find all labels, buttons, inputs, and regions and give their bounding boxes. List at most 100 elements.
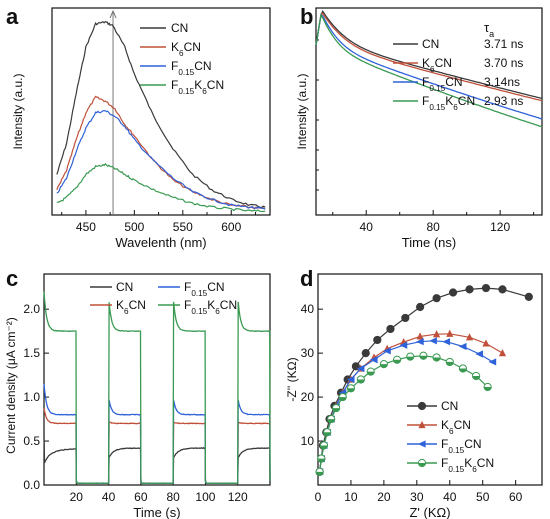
legend-text: K [194, 78, 202, 92]
legend-subscript: 0.15 [178, 87, 194, 96]
data-point-F015K6CN [392, 355, 402, 364]
y-tick-label: 10 [301, 434, 315, 448]
series-line-CN [43, 434, 271, 485]
series-line-F015K6CN [56, 162, 266, 213]
x-axis-label: Time (s) [133, 505, 180, 519]
legend-label: CN [171, 21, 188, 35]
tau-value: 3.70 ns [484, 56, 523, 70]
x-tick-label: 20 [377, 490, 391, 504]
y-tick-label: 1.5 [23, 346, 40, 360]
panel-label-d: d [300, 266, 313, 291]
legend-text: CN [207, 78, 224, 92]
plot-frame [317, 273, 543, 486]
x-tick-label: 80 [166, 490, 180, 504]
data-point-CN [361, 349, 370, 358]
legend-text: K [441, 418, 449, 432]
data-point-F015CN [346, 375, 355, 384]
marker-fill [406, 356, 414, 361]
tau-value: 3.14ns [484, 75, 520, 89]
data-point-F015CN [369, 356, 378, 364]
y-tick-label: 0.5 [23, 434, 40, 448]
legend-text: CN [454, 418, 471, 432]
legend-text: F [441, 437, 448, 451]
data-point-F015CN [488, 358, 497, 366]
legend-text: CN [171, 21, 188, 35]
data-point-F015K6CN [419, 351, 428, 360]
data-point-F015K6CN [338, 392, 347, 402]
x-tick-label: 40 [102, 490, 116, 504]
legend-subscript: 0.15 [448, 446, 464, 455]
legend-text: CN [445, 75, 462, 89]
data-point-F015CN [475, 350, 484, 358]
legend-text: CN [435, 56, 452, 70]
x-tick-label: 600 [221, 220, 241, 234]
y-tick-label: 20 [301, 390, 315, 404]
x-tick-label: 100 [195, 490, 215, 504]
tau-value: 3.71 ns [484, 37, 523, 51]
panel-c-photocurrent: 20 40 60 80 100 120 0.0 0.5 1.0 1.5 2.0 Time (s) Cur… [4, 273, 271, 519]
tau-value: 2.93 ns [484, 94, 523, 108]
tau-subscript: a [489, 29, 494, 39]
legend-text: CN [207, 280, 224, 294]
series-line-F015CN [315, 14, 543, 120]
marker-fill [347, 388, 355, 392]
data-point-F015K6CN [315, 467, 324, 476]
data-point-K6CN [416, 332, 424, 340]
series-line-CN [56, 20, 266, 209]
legend-text: CN [184, 40, 201, 54]
data-point-F015K6CN [323, 428, 332, 437]
y-tick-label: 1.0 [23, 390, 40, 404]
legend-marker-F015K6CN [417, 458, 427, 468]
marker-fill [418, 463, 426, 467]
legend-subscript: 6 [179, 49, 184, 58]
data-point-F015K6CN [379, 360, 388, 369]
legend-subscript: 6 [449, 427, 454, 436]
data-point-K6CN [432, 330, 441, 338]
x-tick-label: 50 [476, 490, 490, 504]
legend-subscript: 0.15 [191, 307, 207, 316]
x-tick-label: 500 [124, 220, 144, 234]
data-point-CN [432, 294, 441, 303]
legend-text: CN [458, 94, 475, 108]
series-line-K6CN [315, 12, 543, 102]
y-axis-label: Intensity (a.u.) [11, 73, 25, 149]
marker-fill [317, 458, 325, 463]
data-point-CN [448, 288, 458, 297]
legend-text: CN [477, 456, 494, 470]
legend-text: F [441, 456, 448, 470]
x-axis-label: Z' (KΩ) [409, 505, 450, 519]
marker-fill [332, 408, 340, 412]
series-line-F015K6CN [43, 291, 271, 485]
data-point-F015CN [442, 338, 451, 346]
plot-frame [51, 7, 271, 216]
legend-label: F0.15CN [422, 75, 463, 93]
panel-label-a: a [6, 4, 19, 29]
series-line-K6CN [43, 408, 271, 485]
data-point-F015K6CN [432, 353, 441, 362]
legend-text: F [184, 298, 191, 312]
panel-b-trpl-decay: 40 80 120 Time (ns) Intensity (a.u.) τa CN 3.71… [295, 7, 543, 250]
data-point-F015CN [399, 341, 408, 349]
legend-text: CN [194, 59, 211, 73]
x-tick-label: 40 [443, 490, 457, 504]
legend-marker-F015CN [417, 440, 426, 448]
legend-text: F [422, 94, 429, 108]
legend-subscript: 6 [430, 65, 435, 74]
legend-subscript: 6 [202, 87, 207, 96]
x-tick-label: 0 [315, 490, 322, 504]
x-tick-label: 450 [76, 220, 96, 234]
legend-subscript: 0.15 [429, 103, 445, 112]
legend-text: K [464, 456, 472, 470]
series-line-CN [315, 9, 543, 100]
data-point-CN [498, 285, 507, 294]
marker-fill [327, 419, 335, 423]
data-point-F015K6CN [346, 384, 356, 393]
data-point-F015K6CN [317, 454, 326, 463]
data-point-CN [386, 324, 395, 334]
legend-label: F0.15CN [441, 437, 482, 455]
x-tick-label: 80 [427, 220, 441, 234]
data-point-F015K6CN [366, 367, 375, 376]
legend-text: CN [220, 298, 237, 312]
y-axis-label: Intensity (a.u.) [295, 73, 309, 149]
